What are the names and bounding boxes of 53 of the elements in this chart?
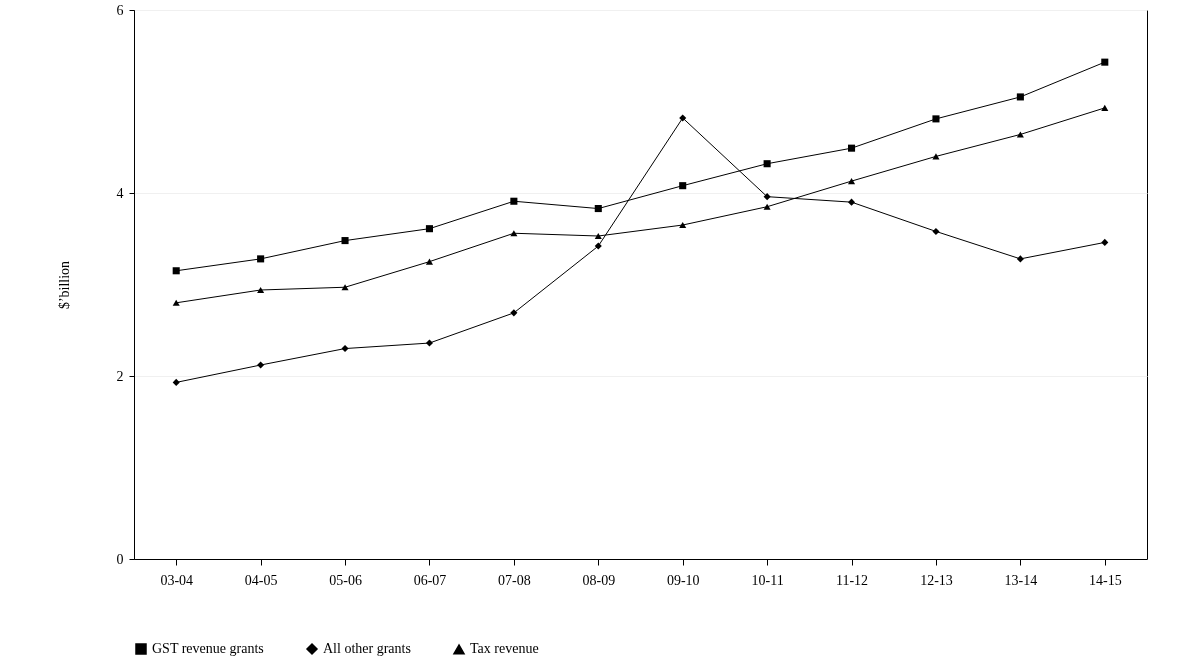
point bbox=[172, 378, 180, 386]
legend-label: All other grants bbox=[323, 641, 411, 656]
point bbox=[425, 339, 433, 347]
point bbox=[1016, 255, 1024, 263]
y-tick-label: 6 bbox=[116, 2, 124, 18]
point bbox=[594, 205, 602, 213]
x-tick-label: 07-08 bbox=[498, 572, 531, 588]
point bbox=[932, 227, 940, 235]
point bbox=[848, 178, 856, 185]
point bbox=[172, 267, 180, 275]
point bbox=[1101, 58, 1109, 66]
point bbox=[679, 221, 687, 229]
point bbox=[257, 361, 265, 369]
point bbox=[594, 232, 602, 240]
x-tick-label: 05-06 bbox=[329, 572, 362, 588]
x-tick-label: 08-09 bbox=[582, 572, 616, 588]
x-tick-label: 14-15 bbox=[1088, 572, 1122, 588]
point bbox=[763, 193, 771, 201]
point bbox=[341, 345, 349, 353]
point bbox=[594, 242, 602, 250]
point bbox=[1016, 131, 1024, 138]
point bbox=[425, 258, 433, 265]
y-tick-label: 4 bbox=[116, 185, 124, 201]
point bbox=[1101, 104, 1109, 111]
point bbox=[679, 182, 687, 190]
x-tick-label: 13-14 bbox=[1004, 572, 1038, 588]
y-tick-label: 2 bbox=[116, 368, 124, 384]
x-tick-label: 06-07 bbox=[413, 572, 447, 588]
legend-label: Tax revenue bbox=[470, 641, 539, 657]
point bbox=[848, 144, 856, 152]
y-tick-label: 0 bbox=[116, 551, 124, 567]
x-tick-label: 04-05 bbox=[244, 572, 278, 588]
x-tick-label: 10-11 bbox=[751, 572, 784, 588]
x-tick-label: 09-10 bbox=[666, 572, 700, 588]
point bbox=[1101, 238, 1109, 246]
x-tick-label: 11-12 bbox=[835, 572, 869, 588]
point bbox=[848, 198, 856, 206]
point bbox=[257, 286, 265, 294]
point bbox=[172, 299, 180, 306]
point bbox=[510, 197, 518, 205]
point bbox=[425, 225, 433, 233]
point bbox=[341, 237, 349, 245]
point bbox=[1016, 93, 1024, 101]
point bbox=[763, 203, 771, 210]
point bbox=[679, 114, 687, 122]
x-tick-label: 03-04 bbox=[160, 572, 194, 588]
point bbox=[763, 160, 771, 168]
x-tick-label: 12-13 bbox=[920, 572, 953, 588]
point bbox=[257, 255, 265, 263]
point bbox=[932, 115, 940, 123]
legend-label: GST revenue grants bbox=[152, 641, 264, 656]
point bbox=[510, 309, 518, 317]
y-axis-title: $’billion bbox=[56, 260, 72, 310]
